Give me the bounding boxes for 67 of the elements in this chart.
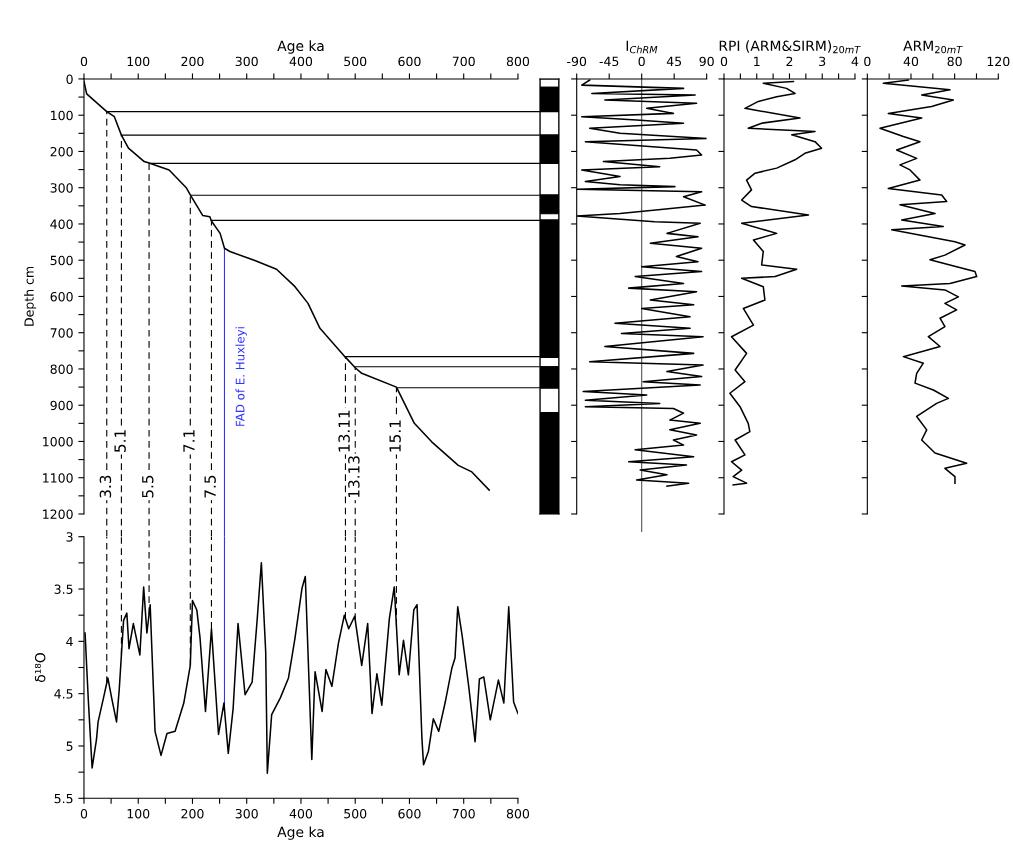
x-tick-label: 45 [666,56,682,67]
x-tick-label: 0 [80,808,88,819]
x-tick-label: 40 [903,56,919,67]
x-axis-title: I$_{ChRM}$ [626,40,658,54]
x-tick-label: 3 [819,56,826,67]
y-tick-label: 5.5 [54,793,73,804]
x-axis-title: RPI (ARM&SIRM)$_{20mT}$ [719,40,861,54]
y-tick-label: 900 [50,400,73,411]
x-tick-label: -90 [567,56,587,67]
y-tick-label: 1200 [43,509,73,519]
x-tick-label: 0 [720,56,728,67]
y-tick-label: 1100 [43,473,73,483]
ref-line-label: FAD of E. Huxleyi [235,327,247,426]
x-tick-label: 700 [452,56,475,67]
y-tick-label: 5 [66,741,73,751]
x-tick-label: -45 [599,56,619,67]
x-tick-label: 80 [947,56,962,67]
x-tick-label: 300 [235,808,258,819]
x-tick-label: 4 [851,56,859,66]
y-tick-label: 500 [50,255,73,266]
annotation: 7.5 [204,475,216,498]
x-tick-label: 0 [638,56,645,67]
x-axis-title: Age ka [277,40,324,54]
y-tick-label: 1000 [43,436,73,447]
x-tick-label: 500 [344,808,367,819]
x-tick-label: 100 [127,808,150,819]
y-tick-label: 300 [50,183,73,193]
y-tick-label: 0 [66,74,73,84]
annotation: 13.11 [338,410,350,452]
y-tick-label: 4 [66,636,73,647]
x-tick-label: 400 [289,808,313,819]
y-tick-label: 200 [50,146,73,157]
x-tick-label: 800 [506,808,530,819]
x-tick-label: 90 [699,56,714,67]
x-tick-label: 0 [80,56,88,67]
annotation: 5.1 [114,430,126,452]
y-tick-label: 3.5 [54,584,73,594]
annotation: 15.1 [389,420,401,452]
annotation: 7.1 [183,430,195,452]
x-tick-label: 600 [398,808,421,819]
y-tick-label: 400 [50,219,73,229]
x-tick-label: 200 [181,808,204,819]
x-tick-label: 1 [754,56,760,66]
y-axis-title: Depth cm [24,266,37,326]
x-tick-label: 700 [452,808,475,819]
annotation: 13.13 [348,456,360,498]
annotation: 3.3 [99,475,112,498]
x-tick-label: 300 [235,56,258,67]
x-axis-title: ARM$_{20mT}$ [903,40,963,54]
x-tick-label: 0 [864,56,871,67]
x-axis-title: Age ka [277,826,324,840]
x-tick-label: 500 [344,56,367,67]
y-tick-label: 700 [50,328,73,338]
x-tick-label: 2 [786,56,793,66]
y-tick-label: 800 [50,364,73,374]
y-tick-label: 4.5 [54,689,73,699]
y-tick-label: 3 [66,532,73,542]
x-tick-label: 100 [127,56,150,67]
x-tick-label: 400 [289,56,313,67]
y-tick-label: 100 [51,110,73,121]
x-tick-label: 200 [181,56,204,67]
y-axis-title: δ¹⁸O [34,653,46,683]
annotation: 5.5 [142,475,154,498]
x-tick-label: 600 [398,56,421,67]
x-tick-label: 120 [987,56,1010,67]
y-tick-label: 600 [50,291,73,302]
x-tick-label: 800 [506,56,530,67]
